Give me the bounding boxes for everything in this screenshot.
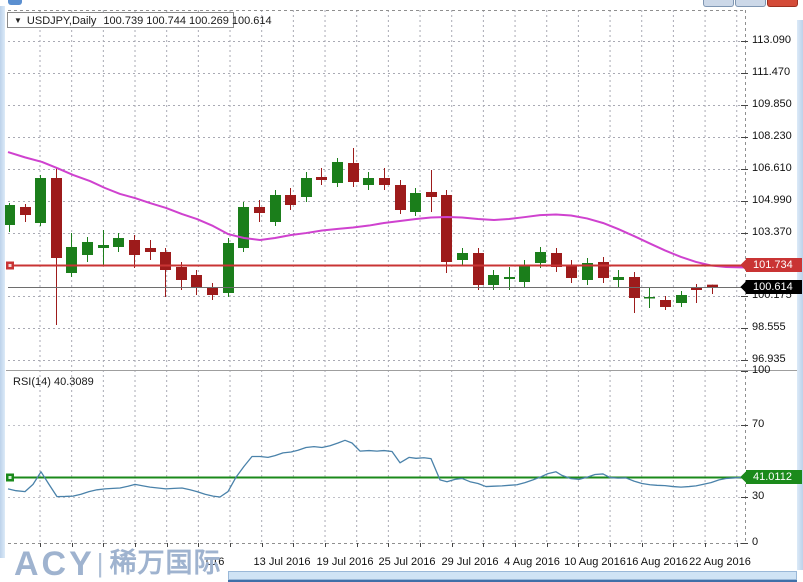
date-axis-label: 16 Aug 2016: [626, 556, 688, 568]
symbol-timeframe-label: USDJPY,Daily: [26, 15, 97, 27]
logo-divider: |: [96, 548, 104, 578]
rsi-axis-label: 100: [752, 364, 771, 376]
logo-brand-text: ACY: [14, 545, 95, 582]
window-right-border: [797, 20, 803, 570]
price-axis-label: 106.610: [752, 161, 792, 174]
price-axis-label: 111.470: [752, 65, 791, 78]
date-axis-label: 13 Jul 2016: [253, 556, 311, 568]
rsi-axis-label: 70: [752, 418, 765, 430]
rsi-indicator-label: RSI(14) 40.3089: [13, 376, 94, 388]
scrollbar-track-line: [228, 580, 797, 582]
price-axis-label: 104.990: [752, 193, 792, 206]
window-left-border: [0, 6, 5, 558]
window-restore-button[interactable]: [735, 0, 766, 7]
date-axis-label: 016: [206, 556, 225, 568]
date-axis-label: 22 Aug 2016: [689, 556, 751, 568]
price-axis-label: 109.850: [752, 97, 792, 110]
horizontal-scrollbar-thumb[interactable]: [228, 571, 797, 580]
price-axis-label: 103.370: [752, 225, 792, 238]
date-axis-label: 29 Jul 2016: [441, 556, 499, 568]
date-axis-label: 19 Jul 2016: [316, 556, 374, 568]
rsi-line-badge: 41.0112: [746, 470, 802, 485]
date-axis-label: 10 Aug 2016: [564, 556, 626, 568]
price-axis-label: 98.555: [752, 320, 786, 333]
window-close-button[interactable]: [767, 0, 798, 7]
date-axis-label: 4 Aug 2016: [504, 556, 560, 568]
broker-logo: ACY| 稀万国际: [14, 541, 222, 582]
rsi-axis-label: 30: [752, 490, 765, 502]
window-minimize-button[interactable]: [703, 0, 734, 7]
rsi-axis-label: 0: [752, 536, 759, 548]
price-axis-label: 108.230: [752, 129, 792, 142]
price-axis-label: 96.935: [752, 352, 786, 365]
price-line-badge: 101.734: [746, 258, 802, 272]
price-axis-label: 113.090: [752, 33, 791, 46]
date-axis-label: 25 Jul 2016: [378, 556, 436, 568]
window-icon-fragment: [8, 0, 22, 5]
symbol-info-box: ▼ USDJPY,Daily 100.739 100.744 100.269 100…: [7, 12, 272, 28]
ohlc-values: 100.739 100.744 100.269 100.614: [103, 15, 272, 27]
price-line-badge: 100.614: [746, 280, 802, 295]
collapse-arrow-icon[interactable]: ▼: [14, 16, 22, 25]
logo-chinese-text: 稀万国际: [109, 548, 222, 578]
